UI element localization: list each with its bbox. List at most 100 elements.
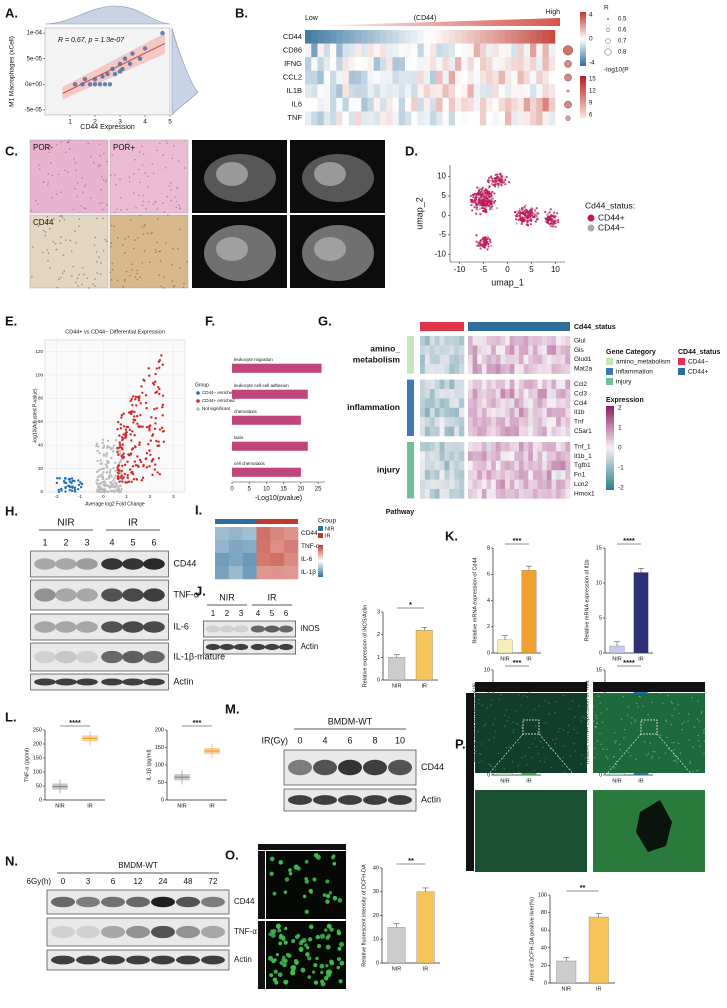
cell-dot xyxy=(515,222,518,225)
heat-cell xyxy=(477,336,483,346)
image-texture xyxy=(141,145,143,147)
cell-dot xyxy=(519,215,522,218)
bar-label: leukocyte cell-cell adhesion xyxy=(234,383,289,388)
blot-band xyxy=(176,955,200,965)
image-texture xyxy=(171,280,174,282)
heat-cell xyxy=(468,417,473,427)
tissue-texture xyxy=(478,761,480,764)
heat-cell xyxy=(481,460,487,471)
heat-cell xyxy=(492,97,500,112)
image-texture xyxy=(46,249,49,251)
heat-cell xyxy=(491,442,497,452)
heat-cell xyxy=(542,389,548,399)
lane-label: 0 xyxy=(61,877,66,886)
heat-cell xyxy=(454,407,460,418)
image-texture xyxy=(101,201,103,204)
heat-cell xyxy=(284,540,299,554)
heat-cell xyxy=(215,527,230,541)
blot-band xyxy=(205,643,221,651)
heat-cell xyxy=(420,345,426,356)
x-tick-label: IR xyxy=(209,803,215,809)
heat-cell xyxy=(537,470,543,480)
gene-dot xyxy=(126,476,129,479)
blot-band xyxy=(143,588,165,602)
tissue-texture xyxy=(548,713,550,715)
heat-cell xyxy=(436,111,443,126)
bar xyxy=(387,927,406,964)
gene-dot xyxy=(139,414,142,417)
heat-cell xyxy=(468,426,473,437)
gene-dot xyxy=(103,488,107,491)
heat-cell xyxy=(330,111,337,126)
heat-cell xyxy=(317,43,325,58)
heat-cell xyxy=(461,57,468,72)
heat-cell xyxy=(411,111,418,126)
heat-cell xyxy=(439,426,445,437)
heat-cell xyxy=(532,354,538,365)
cell-signal xyxy=(269,871,274,876)
tissue-texture xyxy=(673,749,676,751)
image-texture xyxy=(81,283,83,286)
tissue-texture xyxy=(697,769,700,771)
heat-cell xyxy=(477,345,483,356)
image-texture xyxy=(121,244,124,246)
heat-cell xyxy=(511,70,518,85)
significance: ** xyxy=(408,856,414,865)
cell-signal xyxy=(284,877,290,882)
gene-dot xyxy=(105,471,108,474)
heat-cell xyxy=(509,470,515,480)
gene-dot xyxy=(101,473,104,476)
heat-cell xyxy=(417,57,425,72)
tissue-texture xyxy=(521,727,523,729)
cell-dot xyxy=(554,219,557,222)
heat-cell xyxy=(434,336,440,346)
cell-signal xyxy=(315,956,319,961)
blot-band xyxy=(34,678,56,686)
cell-dot xyxy=(523,208,527,211)
cell-dot xyxy=(493,192,496,195)
image-texture xyxy=(144,223,146,226)
image-texture xyxy=(179,267,181,270)
gene-dot xyxy=(67,484,70,488)
heat-cell xyxy=(560,470,566,480)
image-texture xyxy=(98,256,100,258)
gene-dot xyxy=(152,383,156,386)
cell-dot xyxy=(497,186,500,189)
image-texture xyxy=(75,281,77,284)
gene-dot xyxy=(133,433,136,437)
lane-label: 4 xyxy=(109,537,114,547)
gene-dot xyxy=(109,473,112,476)
gene-dot xyxy=(109,490,113,493)
heat-cell xyxy=(461,30,468,44)
image-texture xyxy=(174,196,177,198)
y-tick-label: 0 xyxy=(544,980,547,986)
heat-cell xyxy=(449,336,455,346)
blot-band xyxy=(313,795,337,805)
tissue-texture xyxy=(649,742,651,744)
heat-cell xyxy=(367,97,375,112)
heat-cell xyxy=(454,417,460,427)
legend-swatch xyxy=(606,368,613,375)
gene-dot xyxy=(161,414,164,417)
heat-cell xyxy=(392,30,400,44)
x-tick-label: 2 xyxy=(93,119,97,126)
heat-cell xyxy=(491,451,497,462)
heat-cell xyxy=(436,57,443,72)
row-label: IL-1β-mature xyxy=(173,651,225,661)
heat-cell xyxy=(517,70,525,85)
cell-dot xyxy=(488,238,492,241)
cell-dot xyxy=(550,224,553,227)
gene-dot xyxy=(108,470,112,473)
cell-signal xyxy=(320,979,324,984)
gene-dot xyxy=(116,475,120,478)
heat-cell xyxy=(500,479,506,490)
cell-signal xyxy=(269,973,273,977)
bar xyxy=(588,916,609,984)
heat-cell xyxy=(505,345,511,356)
image-texture xyxy=(179,208,182,210)
heat-cell xyxy=(514,364,520,374)
image-texture xyxy=(142,200,145,203)
y-tick-label: 0 xyxy=(377,677,380,683)
heat-cell xyxy=(449,398,455,409)
heat-cell xyxy=(405,30,412,44)
